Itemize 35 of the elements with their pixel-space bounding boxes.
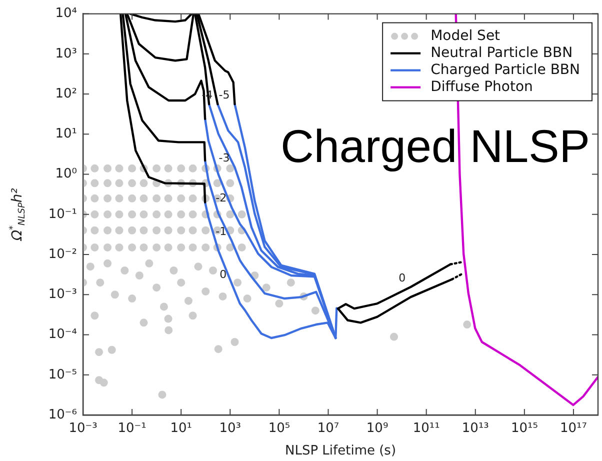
- x-tick-label: 10⁹: [366, 421, 388, 436]
- x-tick-label: 10⁻¹: [118, 421, 146, 436]
- y-tick-label: 10⁻⁶: [48, 407, 77, 422]
- annotation: -3: [218, 152, 230, 165]
- x-tick-label: 10⁵: [268, 421, 290, 436]
- y-tick-label: 10⁴: [55, 6, 77, 22]
- legend-label: Model Set: [430, 28, 501, 44]
- annotation: -2: [216, 192, 227, 205]
- x-tick-label: 10⁷: [317, 421, 340, 436]
- y-tick-label: 10⁻⁴: [48, 327, 77, 342]
- legend-label: Neutral Particle BBN: [430, 44, 573, 61]
- y-tick-label: 10⁻¹: [48, 206, 77, 222]
- y-tick-label: 10⁻⁵: [48, 367, 77, 382]
- x-tick-label: 10³: [219, 421, 242, 436]
- x-tick-label: 10¹⁵: [510, 421, 538, 436]
- y-tick-label: 10⁰: [55, 166, 77, 182]
- y-tick-label: 10²: [55, 86, 77, 102]
- y-tick-label: 10¹: [55, 126, 77, 142]
- y-tick-label: 10⁻²: [48, 246, 77, 262]
- x-tick-label: 10¹¹: [412, 421, 440, 436]
- x-tick-label: 10¹: [170, 421, 192, 436]
- annotation: -5: [218, 88, 230, 102]
- y-tick-label: 10³: [55, 46, 77, 62]
- x-tick-label: 10⁻³: [68, 421, 98, 436]
- annotation: 0: [398, 271, 406, 284]
- y-axis-title: Ω*NLSPh²: [8, 188, 28, 242]
- x-axis-title: NLSP Lifetime (s): [284, 443, 396, 458]
- legend-label: Diffuse Photon: [430, 78, 533, 95]
- annotation: 0: [220, 268, 227, 281]
- legend-label: Charged Particle BBN: [430, 62, 580, 78]
- x-tick-label: 10¹³: [462, 421, 489, 436]
- y-tick-label: 10⁻³: [48, 287, 77, 302]
- annotation: Charged NLSP: [280, 120, 590, 172]
- x-tick-label: 10¹⁷: [560, 421, 587, 436]
- annotation: -1: [216, 225, 227, 238]
